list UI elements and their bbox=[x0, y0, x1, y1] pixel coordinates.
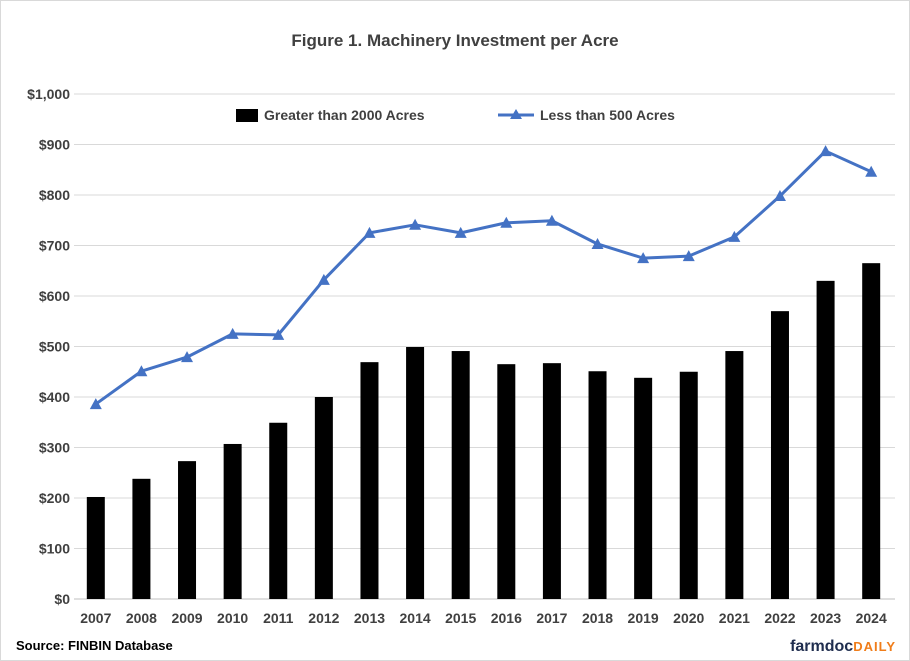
x-tick-label: 2023 bbox=[810, 610, 841, 626]
x-tick-label: 2018 bbox=[582, 610, 613, 626]
line-point-2016 bbox=[500, 216, 513, 228]
x-tick-label: 2007 bbox=[80, 610, 111, 626]
y-tick-label: $300 bbox=[39, 440, 70, 456]
chart-title: Figure 1. Machinery Investment per Acre bbox=[291, 31, 618, 50]
y-tick-label: $200 bbox=[39, 490, 70, 506]
x-tick-label: 2012 bbox=[308, 610, 339, 626]
x-tick-label: 2011 bbox=[263, 610, 294, 626]
series-line bbox=[94, 149, 872, 406]
bar-2012 bbox=[314, 397, 333, 599]
line-point-2022 bbox=[773, 190, 786, 202]
legend: Greater than 2000 Acres Less than 500 Ac… bbox=[236, 107, 675, 123]
line-point-2019 bbox=[637, 252, 650, 264]
x-tick-label: 2013 bbox=[354, 610, 385, 626]
x-tick-label: 2024 bbox=[856, 610, 887, 626]
bar-2023 bbox=[816, 280, 835, 599]
bar-2010 bbox=[223, 443, 242, 599]
y-tick-label: $900 bbox=[39, 137, 70, 153]
bar-2007 bbox=[86, 496, 105, 599]
bar-2019 bbox=[634, 377, 653, 599]
x-tick-label: 2017 bbox=[536, 610, 567, 626]
source-note: Source: FINBIN Database bbox=[16, 638, 173, 653]
x-tick-label: 2014 bbox=[400, 610, 431, 626]
line-point-2020 bbox=[682, 250, 695, 262]
bar-2020 bbox=[679, 371, 698, 599]
line-point-2015 bbox=[454, 226, 467, 238]
y-tick-label: $600 bbox=[39, 288, 70, 304]
y-tick-label: $0 bbox=[54, 591, 70, 607]
bar-2009 bbox=[178, 461, 197, 599]
legend-label-bar: Greater than 2000 Acres bbox=[264, 107, 425, 123]
x-tick-label: 2020 bbox=[673, 610, 704, 626]
y-tick-label: $800 bbox=[39, 187, 70, 203]
legend-swatch-bar bbox=[236, 109, 258, 122]
line-point-2023 bbox=[819, 145, 832, 157]
legend-label-line: Less than 500 Acres bbox=[540, 107, 675, 123]
line-point-2021 bbox=[728, 230, 741, 242]
x-tick-label: 2008 bbox=[126, 610, 157, 626]
x-tick-label: 2015 bbox=[445, 610, 476, 626]
bar-2022 bbox=[770, 311, 789, 599]
x-tick-label: 2010 bbox=[217, 610, 248, 626]
y-tick-label: $1,000 bbox=[27, 86, 70, 102]
legend-marker-triangle bbox=[510, 109, 522, 119]
bar-2015 bbox=[451, 351, 470, 599]
line-point-2009 bbox=[181, 351, 194, 363]
line-point-2007 bbox=[89, 398, 102, 410]
line-point-2012 bbox=[317, 273, 330, 285]
bar-2024 bbox=[862, 263, 881, 599]
x-tick-label: 2019 bbox=[628, 610, 659, 626]
x-tick-label: 2021 bbox=[719, 610, 750, 626]
farmdoc-logo: farmdocDAILY bbox=[790, 638, 896, 655]
line-point-2010 bbox=[226, 327, 239, 339]
bar-2008 bbox=[132, 478, 151, 599]
x-tick-label: 2022 bbox=[764, 610, 795, 626]
line-point-2014 bbox=[409, 218, 422, 230]
bar-2014 bbox=[406, 347, 425, 599]
line-point-2018 bbox=[591, 237, 604, 249]
bar-2017 bbox=[542, 363, 561, 599]
bar-2016 bbox=[497, 364, 516, 599]
bar-2013 bbox=[360, 362, 379, 599]
line-point-2008 bbox=[135, 365, 148, 377]
bar-2018 bbox=[588, 371, 607, 599]
x-tick-label: 2009 bbox=[171, 610, 202, 626]
y-tick-label: $100 bbox=[39, 541, 70, 557]
line-point-2017 bbox=[545, 214, 558, 226]
bar-2021 bbox=[725, 351, 744, 599]
line-point-2024 bbox=[865, 165, 878, 177]
x-tick-label: 2016 bbox=[491, 610, 522, 626]
line-point-2013 bbox=[363, 226, 376, 238]
line-point-2011 bbox=[272, 328, 285, 340]
y-tick-label: $400 bbox=[39, 389, 70, 405]
y-tick-label: $500 bbox=[39, 339, 70, 355]
y-tick-label: $700 bbox=[39, 238, 70, 254]
bar-2011 bbox=[269, 422, 288, 599]
